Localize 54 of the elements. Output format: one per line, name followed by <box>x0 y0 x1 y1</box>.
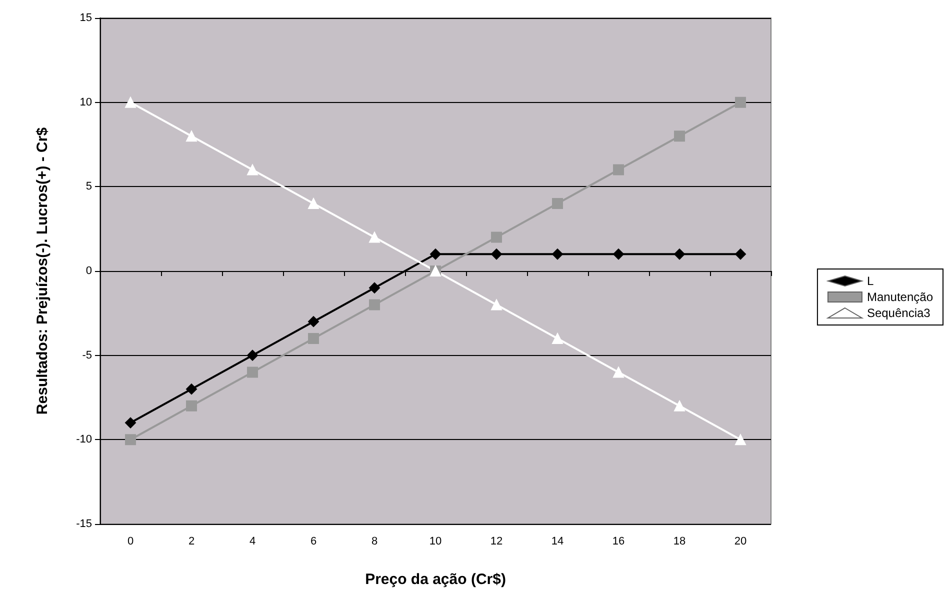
point <box>674 400 685 412</box>
point <box>369 282 380 294</box>
y-tick-label: 15 <box>80 12 92 24</box>
x-tick-label: 8 <box>371 536 378 548</box>
y-axis-title: Resultados: Prejuízos(-). Lucros(+) - Cr$ <box>34 126 51 415</box>
point <box>674 130 685 142</box>
y-tick-label: -5 <box>82 349 92 362</box>
point <box>613 248 624 260</box>
x-tick-label: 20 <box>734 536 747 548</box>
x-axis-title: Preço da ação (Cr$) <box>365 571 506 588</box>
point <box>613 164 624 176</box>
y-tick-label: -10 <box>76 434 92 446</box>
point <box>308 316 319 328</box>
y-tick-label: 10 <box>80 96 92 108</box>
point <box>125 434 136 446</box>
legend-label: L <box>866 274 874 288</box>
point <box>613 366 624 378</box>
point <box>491 299 502 310</box>
point <box>369 232 380 243</box>
point <box>552 248 563 260</box>
y-tick-label: 5 <box>86 180 92 193</box>
x-tick-label: 0 <box>127 536 134 548</box>
point <box>247 164 258 176</box>
point <box>125 96 136 108</box>
point <box>552 198 563 210</box>
legend-label: Manutenção <box>866 290 934 304</box>
point <box>308 198 319 210</box>
x-tick-label: 14 <box>551 536 564 548</box>
point <box>247 366 258 378</box>
x-tick-label: 6 <box>310 536 317 548</box>
point <box>247 350 258 361</box>
point <box>552 332 563 344</box>
x-tick-label: 16 <box>612 536 625 548</box>
point <box>186 130 197 142</box>
point <box>735 96 746 108</box>
x-tick-label: 12 <box>490 536 503 548</box>
point <box>186 400 197 412</box>
x-tick-label: 4 <box>249 536 256 548</box>
point <box>674 248 685 260</box>
x-tick-label: 2 <box>188 536 195 548</box>
x-tick-label: 18 <box>673 536 686 548</box>
point <box>491 232 502 243</box>
point <box>491 248 502 260</box>
point <box>430 248 441 260</box>
legend-label: Sequência3 <box>866 306 931 320</box>
y-tick-label: -15 <box>76 518 92 530</box>
x-tick-label: 10 <box>429 536 442 548</box>
point <box>369 299 380 310</box>
point <box>186 384 197 395</box>
point <box>125 417 136 428</box>
y-tick-label: 0 <box>86 265 92 277</box>
point <box>735 248 746 260</box>
point <box>735 434 746 446</box>
point <box>308 332 319 344</box>
